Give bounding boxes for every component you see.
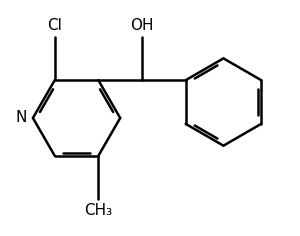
- Text: N: N: [16, 110, 27, 126]
- Text: OH: OH: [130, 18, 154, 33]
- Text: Cl: Cl: [47, 18, 62, 33]
- Text: CH₃: CH₃: [84, 203, 112, 218]
